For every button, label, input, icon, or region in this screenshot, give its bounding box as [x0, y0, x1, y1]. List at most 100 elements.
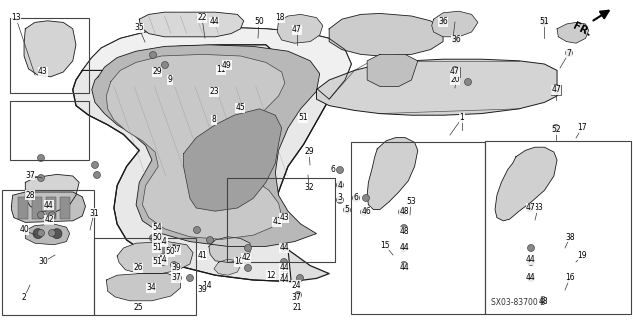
- Text: 10: 10: [234, 258, 244, 267]
- Polygon shape: [106, 54, 285, 239]
- Polygon shape: [184, 109, 282, 211]
- Text: 43: 43: [279, 213, 289, 222]
- Circle shape: [37, 155, 44, 162]
- Circle shape: [565, 50, 572, 57]
- Text: 54: 54: [152, 223, 162, 233]
- Circle shape: [527, 259, 534, 266]
- Circle shape: [280, 244, 287, 252]
- Text: 44: 44: [279, 244, 289, 252]
- Circle shape: [149, 52, 156, 59]
- Text: 46: 46: [361, 207, 371, 217]
- Text: 41: 41: [197, 251, 207, 260]
- Text: 22: 22: [197, 13, 207, 22]
- Polygon shape: [25, 174, 79, 211]
- Circle shape: [453, 36, 460, 44]
- Circle shape: [92, 162, 99, 169]
- Circle shape: [361, 209, 368, 215]
- Text: 42: 42: [44, 215, 54, 225]
- Circle shape: [337, 181, 344, 188]
- Polygon shape: [557, 22, 589, 43]
- Circle shape: [401, 225, 408, 231]
- Circle shape: [160, 259, 166, 266]
- Text: 29: 29: [152, 68, 162, 76]
- Text: 44: 44: [399, 244, 409, 252]
- Text: 47: 47: [526, 204, 536, 212]
- Text: 11: 11: [216, 66, 226, 75]
- Text: 43: 43: [38, 68, 48, 76]
- Text: 44: 44: [399, 263, 409, 273]
- Circle shape: [353, 195, 360, 202]
- Text: 48: 48: [399, 207, 409, 217]
- Circle shape: [280, 259, 287, 266]
- Bar: [60, 197, 70, 219]
- Text: 35: 35: [134, 23, 144, 33]
- Circle shape: [527, 275, 534, 282]
- Text: 34: 34: [146, 284, 156, 292]
- Text: 37: 37: [291, 293, 301, 302]
- Bar: [551, 85, 561, 95]
- Text: 44: 44: [526, 255, 536, 265]
- Circle shape: [439, 19, 446, 26]
- Circle shape: [37, 174, 44, 181]
- Text: 27: 27: [171, 245, 181, 254]
- Text: 17: 17: [577, 124, 587, 132]
- Text: 25: 25: [133, 303, 143, 313]
- Text: 51: 51: [539, 18, 549, 27]
- Circle shape: [94, 172, 101, 179]
- Circle shape: [49, 229, 56, 236]
- Text: 36: 36: [451, 36, 461, 44]
- Text: 44: 44: [279, 276, 289, 284]
- Text: 16: 16: [565, 274, 575, 283]
- Text: 44: 44: [158, 237, 168, 246]
- Circle shape: [337, 166, 344, 173]
- Bar: [2, 190, 94, 315]
- Polygon shape: [92, 45, 320, 246]
- Text: 19: 19: [577, 251, 587, 260]
- Text: 21: 21: [292, 302, 302, 311]
- Circle shape: [49, 212, 56, 219]
- Text: 33: 33: [533, 204, 543, 212]
- Text: 47: 47: [292, 26, 302, 35]
- Text: 51: 51: [152, 244, 162, 252]
- Circle shape: [244, 244, 251, 252]
- Text: 37: 37: [25, 171, 35, 180]
- Bar: [227, 178, 335, 262]
- Text: 49: 49: [222, 60, 232, 69]
- Circle shape: [539, 297, 546, 303]
- Text: 44: 44: [279, 263, 289, 273]
- Text: 7: 7: [567, 49, 572, 58]
- Circle shape: [399, 209, 406, 215]
- Bar: [46, 197, 56, 219]
- Text: 6: 6: [330, 165, 335, 174]
- Bar: [18, 197, 28, 219]
- Text: 50: 50: [165, 247, 175, 257]
- Circle shape: [401, 261, 408, 268]
- Bar: [450, 67, 460, 77]
- Bar: [32, 197, 42, 219]
- Text: 29: 29: [304, 148, 314, 156]
- Bar: [227, 178, 335, 262]
- Circle shape: [527, 204, 534, 212]
- Text: 51: 51: [298, 114, 308, 123]
- Text: 39: 39: [171, 263, 181, 273]
- Polygon shape: [117, 242, 193, 274]
- Text: 18: 18: [275, 13, 285, 22]
- Circle shape: [401, 244, 408, 252]
- Circle shape: [363, 195, 370, 202]
- Polygon shape: [24, 21, 76, 77]
- Circle shape: [465, 78, 472, 85]
- Circle shape: [194, 227, 201, 234]
- Bar: [10, 18, 89, 93]
- Circle shape: [451, 67, 458, 74]
- Text: FR.: FR.: [571, 21, 592, 39]
- Circle shape: [337, 196, 344, 204]
- Text: 45: 45: [235, 103, 245, 113]
- Text: 44: 44: [158, 255, 168, 265]
- Text: 2: 2: [22, 293, 27, 302]
- Text: 5: 5: [344, 205, 349, 214]
- Text: 41: 41: [272, 218, 282, 227]
- Circle shape: [296, 275, 303, 282]
- Bar: [351, 142, 485, 314]
- Circle shape: [33, 228, 43, 239]
- Polygon shape: [367, 138, 418, 210]
